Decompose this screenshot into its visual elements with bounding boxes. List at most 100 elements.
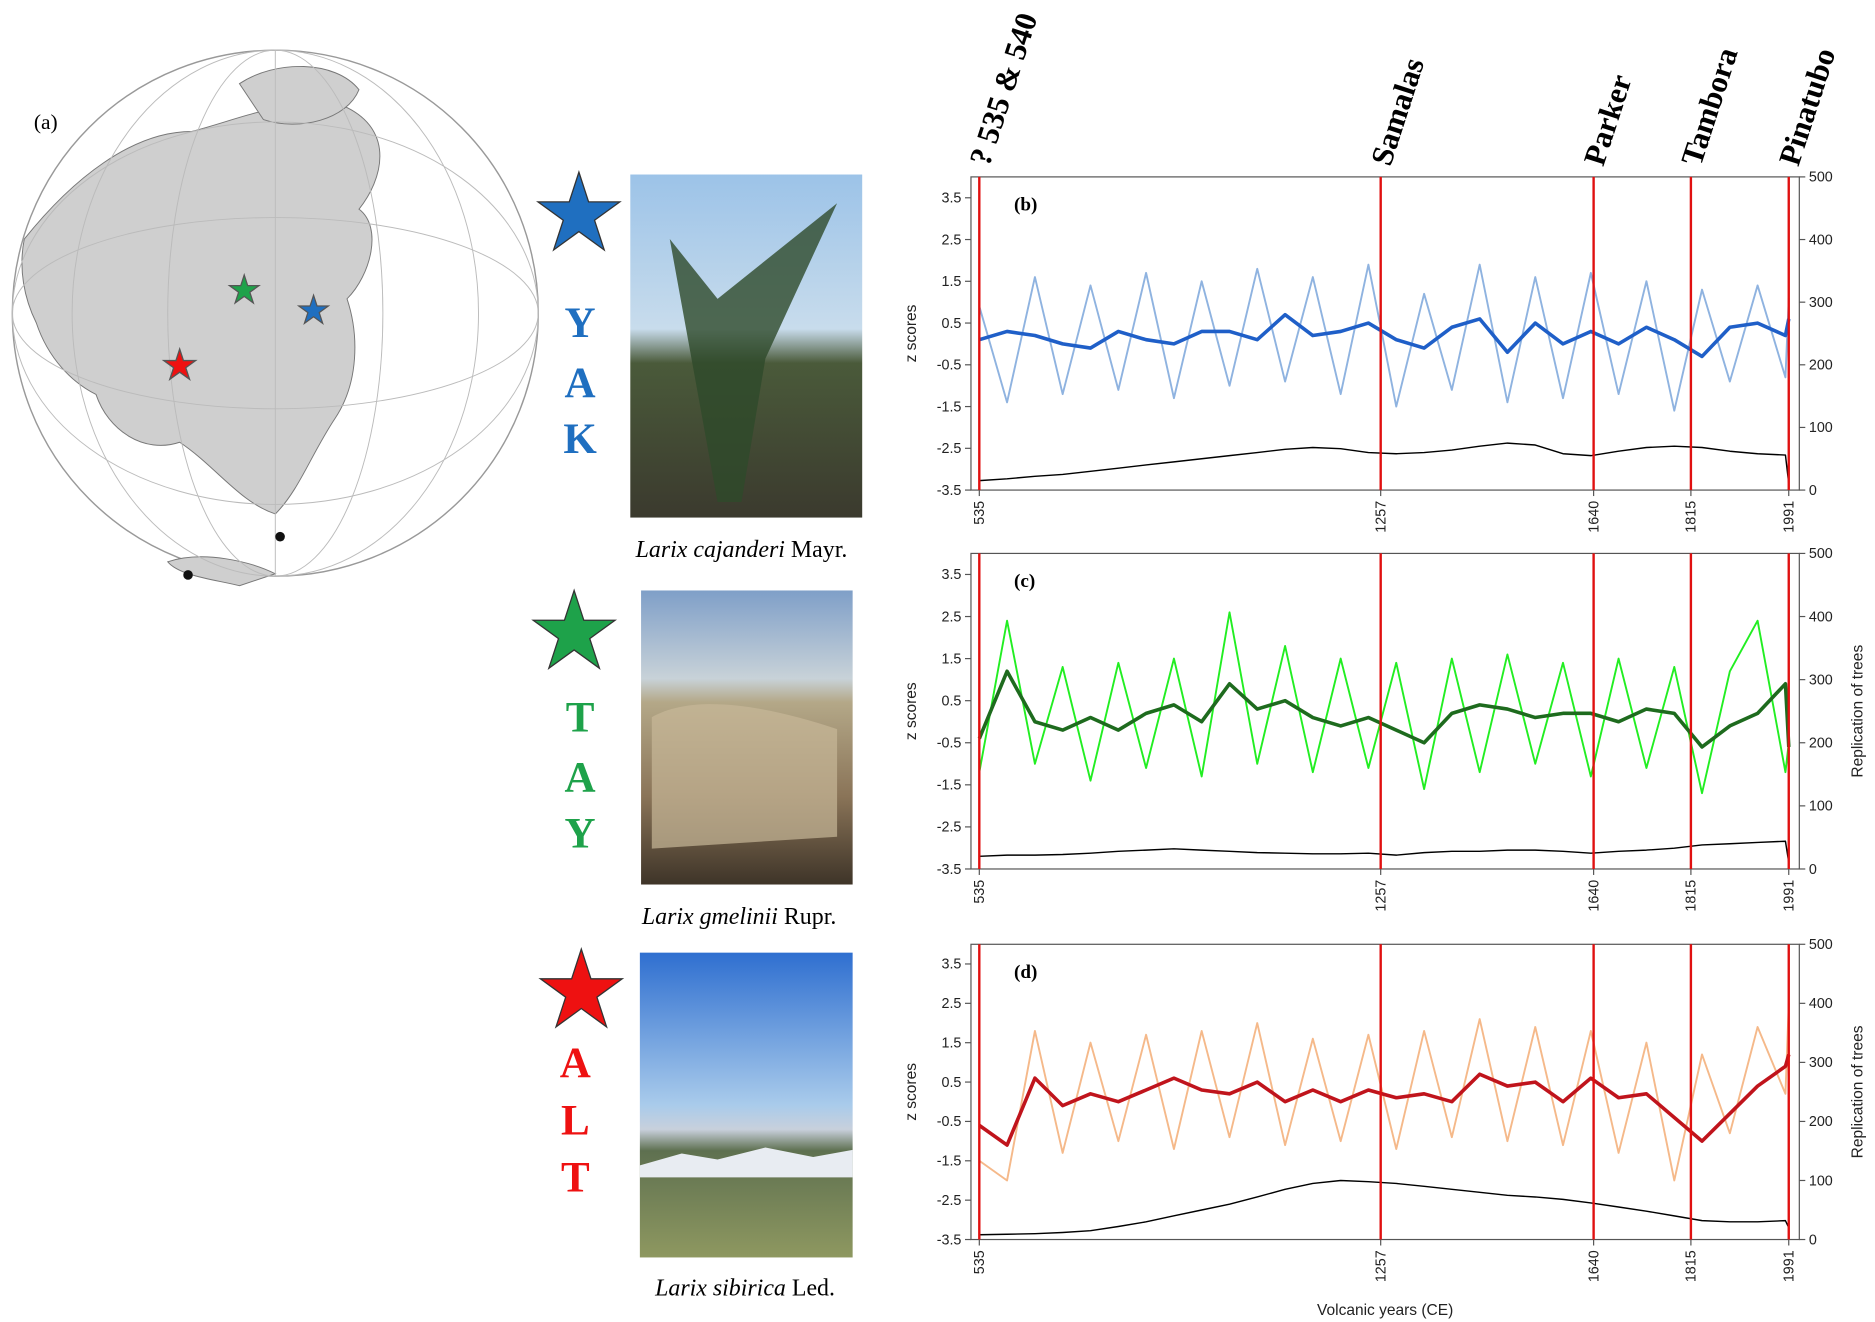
y2-tick-label: 300 bbox=[1809, 672, 1833, 688]
x-tick-label: 1991 bbox=[1782, 501, 1798, 533]
y-tick-label: -1.5 bbox=[937, 399, 962, 415]
x-tick-label: 1815 bbox=[1684, 880, 1700, 912]
y-tick-label: 2.5 bbox=[941, 996, 961, 1012]
species-name: Larix sibirica bbox=[654, 1276, 786, 1302]
species-name: Larix cajanderi bbox=[635, 537, 785, 563]
y-tick-label: -2.5 bbox=[937, 820, 962, 836]
y-tick-label: -3.5 bbox=[937, 483, 962, 499]
replication-line bbox=[979, 1179, 1790, 1236]
y2-tick-label: 0 bbox=[1809, 483, 1817, 499]
raw-series bbox=[978, 263, 1790, 412]
y2-tick-label: 0 bbox=[1809, 862, 1817, 878]
panel-label: (d) bbox=[1014, 962, 1037, 983]
y-tick-label: -2.5 bbox=[937, 1193, 962, 1209]
y2-tick-label: 500 bbox=[1809, 937, 1833, 953]
y-tick-label: 1.5 bbox=[941, 1035, 961, 1051]
y2-tick-label: 200 bbox=[1809, 358, 1833, 374]
y-tick-label: -0.5 bbox=[937, 358, 962, 374]
species-caption: Larix sibirica Led. bbox=[654, 1276, 835, 1302]
site-letter: K bbox=[563, 416, 597, 463]
y-tick-label: 2.5 bbox=[941, 232, 961, 248]
y2-tick-label: 400 bbox=[1809, 609, 1833, 625]
map: (a) bbox=[11, 49, 539, 587]
y2-tick-label: 300 bbox=[1809, 1055, 1833, 1071]
raw-series bbox=[978, 1003, 1790, 1182]
replication-line bbox=[979, 442, 1790, 484]
y2-axis-label: Replication of trees bbox=[1850, 1025, 1867, 1158]
graticule bbox=[11, 49, 539, 577]
event-label: Samalas bbox=[1364, 54, 1431, 170]
smoothed-series bbox=[977, 669, 1791, 749]
y-tick-label: 1.5 bbox=[941, 274, 961, 290]
plot-frame bbox=[970, 552, 1800, 870]
photo bbox=[630, 174, 863, 518]
site-star bbox=[533, 590, 615, 668]
species-author: Led. bbox=[792, 1276, 835, 1302]
y-tick-label: 0.5 bbox=[941, 693, 961, 709]
event-label: Tambora bbox=[1674, 43, 1745, 170]
species-author: Rupr. bbox=[784, 904, 836, 930]
y-tick-label: -1.5 bbox=[937, 778, 962, 794]
y2-tick-label: 200 bbox=[1809, 736, 1833, 752]
y-tick-label: -3.5 bbox=[937, 1232, 962, 1248]
species-name: Larix gmelinii bbox=[641, 904, 778, 930]
x-tick-label: 535 bbox=[972, 880, 988, 904]
x-tick-label: 1257 bbox=[1373, 501, 1389, 533]
raw-series bbox=[978, 611, 1790, 795]
site-letter: A bbox=[565, 754, 596, 801]
site-star bbox=[538, 172, 620, 250]
panel-label: (c) bbox=[1014, 571, 1035, 592]
plot-frame bbox=[970, 176, 1800, 491]
site-letter: T bbox=[566, 695, 595, 742]
y-tick-label: -0.5 bbox=[937, 736, 962, 752]
site-letter: L bbox=[561, 1097, 590, 1144]
species-caption: Larix cajanderi Mayr. bbox=[635, 537, 848, 563]
y2-tick-label: 0 bbox=[1809, 1232, 1817, 1248]
volcano-dot bbox=[183, 570, 193, 580]
x-tick-label: 1815 bbox=[1684, 1250, 1700, 1282]
y2-axis-label: Replication of trees bbox=[1850, 645, 1867, 778]
y-tick-label: -3.5 bbox=[937, 862, 962, 878]
smoothed-series bbox=[978, 312, 1791, 359]
panel-label: (a) bbox=[34, 110, 58, 134]
y-tick-label: 0.5 bbox=[941, 316, 961, 332]
site-letter: Y bbox=[565, 300, 596, 347]
x-tick-label: 1991 bbox=[1782, 880, 1798, 912]
y-tick-label: 1.5 bbox=[941, 651, 961, 667]
y2-tick-label: 300 bbox=[1809, 295, 1833, 311]
x-tick-label: 1640 bbox=[1586, 880, 1602, 912]
photo bbox=[639, 952, 853, 1258]
y2-tick-label: 500 bbox=[1809, 546, 1833, 562]
x-tick-label: 1257 bbox=[1373, 1250, 1389, 1282]
site-letter: Y bbox=[565, 810, 596, 857]
x-tick-label: 535 bbox=[972, 1250, 988, 1274]
x-tick-label: 1257 bbox=[1373, 880, 1389, 912]
photo bbox=[641, 590, 853, 885]
y-tick-label: -1.5 bbox=[937, 1154, 962, 1170]
replication-line bbox=[979, 840, 1790, 863]
species-caption: Larix gmelinii Rupr. bbox=[641, 904, 836, 930]
panel-label: (b) bbox=[1014, 194, 1037, 215]
y2-tick-label: 400 bbox=[1809, 232, 1833, 248]
event-label: Parker bbox=[1577, 70, 1639, 170]
y-tick-label: 3.5 bbox=[941, 957, 961, 973]
y2-tick-label: 100 bbox=[1809, 420, 1833, 436]
y-axis-label: z scores bbox=[903, 682, 920, 740]
event-label: Pinatubo bbox=[1772, 44, 1843, 170]
y-tick-label: 3.5 bbox=[941, 191, 961, 207]
y-tick-label: 3.5 bbox=[941, 567, 961, 583]
x-axis-label: Volcanic years (CE) bbox=[1317, 1302, 1453, 1319]
event-label: ? 535 & 540 bbox=[962, 9, 1044, 170]
y-tick-label: -2.5 bbox=[937, 441, 962, 457]
y2-tick-label: 100 bbox=[1809, 1173, 1833, 1189]
site-star bbox=[540, 949, 622, 1027]
species-author: Mayr. bbox=[791, 537, 847, 563]
y-tick-label: -0.5 bbox=[937, 1114, 962, 1130]
smoothed-series bbox=[978, 1054, 1791, 1147]
volcano-dot bbox=[275, 531, 285, 542]
x-tick-label: 1640 bbox=[1586, 501, 1602, 533]
site-letter: A bbox=[560, 1040, 591, 1087]
x-tick-label: 535 bbox=[972, 501, 988, 525]
